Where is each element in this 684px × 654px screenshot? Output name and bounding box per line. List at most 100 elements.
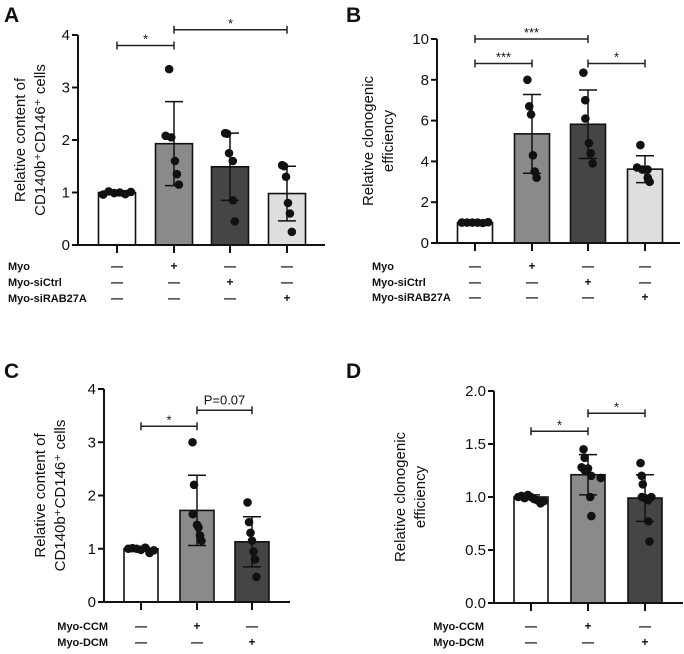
condition-mark: — [111, 291, 123, 305]
y-axis-label-line2: CD140b⁺CD146⁺ cells [52, 420, 69, 572]
condition-mark: — [111, 259, 123, 273]
data-point [638, 479, 648, 489]
data-point [194, 523, 203, 532]
data-point [532, 173, 541, 183]
condition-mark: — [111, 275, 123, 289]
condition-label: Myo-siCtrl [8, 277, 62, 289]
data-point [250, 555, 260, 564]
condition-mark: — [639, 275, 651, 289]
y-axis-label-line2: efficiency [412, 465, 429, 528]
data-point [164, 64, 174, 74]
data-point [244, 517, 254, 527]
condition-mark: — [168, 275, 180, 289]
condition-mark: — [582, 259, 594, 273]
significance-label: * [143, 32, 148, 47]
data-point [283, 198, 293, 208]
data-point [172, 169, 182, 179]
data-point [645, 177, 654, 187]
y-tick-label: 0.5 [465, 542, 486, 559]
condition-mark: — [281, 259, 293, 273]
y-tick-label: 3 [88, 434, 96, 451]
y-tick-label: 2 [62, 132, 70, 149]
condition-mark: + [170, 259, 177, 273]
y-tick-label: 4 [62, 27, 70, 44]
significance-label: * [166, 412, 171, 427]
data-point [587, 511, 596, 521]
condition-mark: — [246, 619, 258, 633]
bar-1 [513, 496, 549, 604]
y-tick-label: 2 [421, 194, 429, 211]
data-point [584, 138, 594, 148]
condition-mark: + [584, 275, 591, 289]
y-axis-label-line1: Relative content of [12, 77, 29, 202]
condition-mark: — [525, 635, 537, 649]
significance-label: *** [496, 49, 511, 64]
condition-mark: — [135, 635, 147, 649]
condition-mark: — [168, 291, 180, 305]
y-tick-label: 6 [421, 113, 429, 130]
panel-a-chart: 0 1 2 3 4 Relative content of CD140b⁺CD146⁺ ce… [8, 16, 325, 305]
y-tick-label: 0 [88, 594, 96, 611]
panel-c-chart: 0 1 2 3 4 Relative content of CD140b⁺CD146⁺ ce… [32, 381, 290, 649]
data-point [579, 445, 588, 454]
significance-label: * [557, 417, 562, 432]
data-point [281, 172, 291, 182]
condition-mark: + [283, 291, 290, 305]
data-point [197, 536, 206, 546]
condition-mark: + [226, 275, 233, 289]
y-tick-label: 1.5 [465, 436, 486, 453]
condition-label: Myo [372, 261, 394, 273]
data-point [285, 209, 295, 218]
y-tick-label: 3 [62, 80, 70, 97]
y-tick-label: 2 [88, 488, 96, 505]
y-tick-label: 1.0 [465, 489, 486, 506]
data-point [528, 150, 538, 160]
condition-mark: — [191, 635, 203, 649]
condition-mark: — [469, 290, 481, 304]
condition-mark: — [525, 619, 537, 633]
condition-mark: + [584, 619, 591, 633]
condition-mark: + [641, 635, 648, 649]
condition-label: Myo-DCM [433, 637, 484, 649]
data-point [174, 180, 184, 189]
y-axis-label-line1: Relative clonogenic [360, 75, 377, 206]
y-axis-label-line2: CD140b⁺CD146⁺ cells [32, 64, 49, 216]
condition-mark: — [582, 290, 594, 304]
significance-label: *** [524, 25, 539, 40]
bar-1 [123, 547, 159, 603]
significance-label: * [228, 16, 233, 31]
data-point [636, 140, 645, 150]
condition-mark: + [248, 635, 255, 649]
data-point [580, 453, 589, 463]
data-point [483, 217, 493, 227]
y-tick-label: 1 [88, 541, 96, 558]
data-point [526, 110, 536, 119]
data-point [579, 68, 588, 77]
condition-mark: + [528, 259, 535, 273]
data-point [189, 480, 199, 490]
panel-letter-b: B [346, 4, 361, 27]
panel-letter-c: C [4, 360, 19, 383]
y-tick-label: 0 [62, 237, 70, 254]
data-point [126, 187, 136, 197]
condition-mark: — [281, 275, 293, 289]
condition-mark: + [641, 290, 648, 304]
condition-mark: — [224, 259, 236, 273]
condition-label: Myo-siRAB27A [8, 293, 87, 305]
data-point [586, 471, 596, 481]
bar-1 [97, 191, 137, 246]
data-point [637, 471, 646, 481]
y-tick-label: 10 [412, 31, 429, 48]
condition-label: Myo [8, 261, 30, 273]
data-point [647, 492, 656, 502]
condition-mark: — [639, 619, 651, 633]
panel-letter-d: D [346, 360, 361, 383]
data-point [224, 148, 234, 158]
y-tick-label: 0.0 [465, 595, 486, 612]
data-point [636, 458, 645, 468]
condition-label: Myo-CCM [57, 621, 108, 633]
data-point [170, 156, 180, 166]
data-point [539, 496, 549, 506]
condition-mark: — [526, 275, 538, 289]
